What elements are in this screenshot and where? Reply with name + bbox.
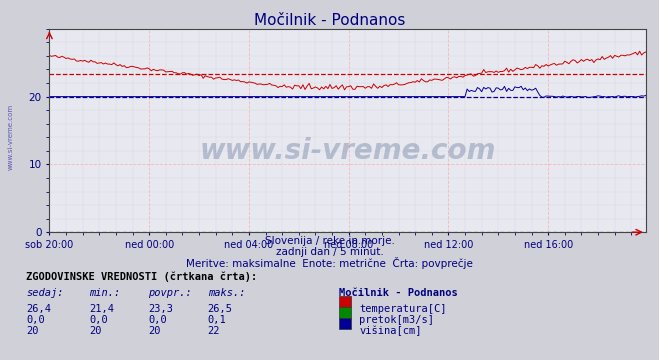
Text: 20: 20 [26,326,39,336]
Text: min.:: min.: [89,288,120,298]
Text: 22: 22 [208,326,220,336]
Text: maks.:: maks.: [208,288,245,298]
Text: Meritve: maksimalne  Enote: metrične  Črta: povprečje: Meritve: maksimalne Enote: metrične Črta… [186,257,473,269]
Text: pretok[m3/s]: pretok[m3/s] [359,315,434,325]
Text: 20: 20 [148,326,161,336]
Text: 20: 20 [89,326,101,336]
Text: 21,4: 21,4 [89,304,114,314]
Text: temperatura[C]: temperatura[C] [359,304,447,314]
Text: Slovenija / reke in morje.: Slovenija / reke in morje. [264,236,395,246]
Text: www.si-vreme.com: www.si-vreme.com [200,137,496,165]
Text: 0,1: 0,1 [208,315,226,325]
Text: Močilnik - Podnanos: Močilnik - Podnanos [339,288,458,298]
Text: www.si-vreme.com: www.si-vreme.com [8,104,14,170]
Text: višina[cm]: višina[cm] [359,326,422,336]
Text: zadnji dan / 5 minut.: zadnji dan / 5 minut. [275,247,384,257]
Text: 0,0: 0,0 [26,315,45,325]
Text: 0,0: 0,0 [148,315,167,325]
Text: 0,0: 0,0 [89,315,107,325]
Text: 26,4: 26,4 [26,304,51,314]
Text: Močilnik - Podnanos: Močilnik - Podnanos [254,13,405,28]
Text: sedaj:: sedaj: [26,288,64,298]
Text: ZGODOVINSKE VREDNOSTI (črtkana črta):: ZGODOVINSKE VREDNOSTI (črtkana črta): [26,272,258,282]
Text: povpr.:: povpr.: [148,288,192,298]
Text: 26,5: 26,5 [208,304,233,314]
Text: 23,3: 23,3 [148,304,173,314]
